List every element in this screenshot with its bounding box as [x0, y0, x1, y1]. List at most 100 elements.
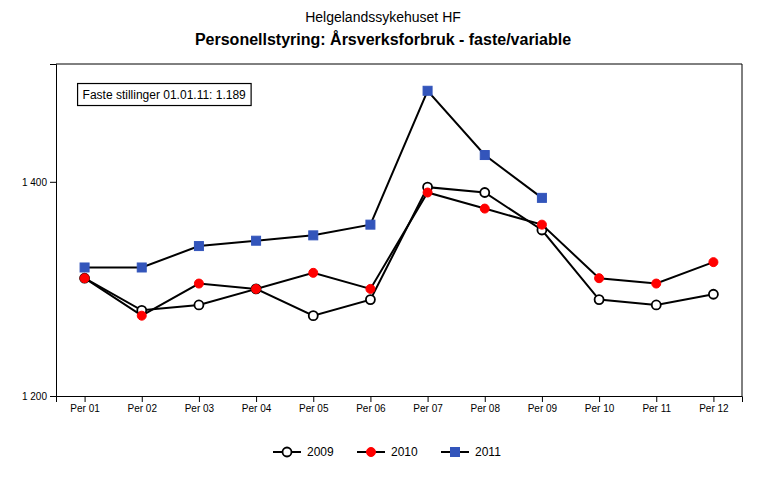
x-tick: Per 09 — [528, 396, 558, 414]
point — [366, 284, 375, 293]
x-tick-label: Per 06 — [356, 403, 386, 414]
annotation: Faste stillinger 01.01.11: 1.189 — [83, 88, 247, 102]
x-tick-mark — [313, 396, 314, 402]
point — [309, 231, 318, 240]
x-tick: Per 06 — [356, 396, 386, 414]
point — [194, 279, 203, 288]
x-tick: Per 10 — [585, 396, 615, 414]
point — [366, 295, 375, 304]
frame-right — [742, 64, 743, 396]
point — [423, 188, 432, 197]
x-tick: Per 05 — [299, 396, 329, 414]
point — [309, 311, 318, 320]
x-tick: Per 12 — [699, 396, 729, 414]
point — [137, 311, 146, 320]
x-tick-label: Per 10 — [585, 403, 615, 414]
y-tick-label: 1 400 — [22, 177, 47, 188]
point — [194, 300, 203, 309]
x-tick-mark — [656, 396, 657, 402]
series-line — [85, 91, 542, 268]
x-tick-mark — [485, 396, 486, 402]
point — [480, 188, 489, 197]
x-tick-label: Per 08 — [471, 403, 501, 414]
series-markers — [80, 86, 546, 272]
x-tick-label: Per 09 — [528, 403, 558, 414]
x-tick-label: Per 11 — [642, 403, 671, 414]
chart: Helgelandssykehuset HF Personellstyring: … — [0, 0, 766, 480]
point — [652, 300, 661, 309]
frame-top — [56, 64, 742, 65]
y-axis-line — [50, 65, 57, 397]
x-tick-label: Per 02 — [128, 403, 158, 414]
x-tick-label: Per 03 — [185, 403, 215, 414]
x-tick: Per 08 — [471, 396, 501, 414]
x-tick: Per 11 — [642, 396, 671, 414]
point — [480, 204, 489, 213]
subtitle: Personellstyring: Årsverksforbruk - fast… — [195, 30, 571, 48]
x-tick-label: Per 01 — [70, 403, 100, 414]
point — [252, 284, 261, 293]
point — [595, 295, 604, 304]
x-tick-mark — [542, 396, 543, 402]
point — [80, 274, 89, 283]
x-tick-mark — [599, 396, 600, 402]
point — [537, 193, 546, 202]
x-axis-line — [57, 397, 743, 403]
point — [480, 151, 489, 160]
y-axis: 1 200 1 400 — [22, 65, 57, 402]
x-tick-mark — [142, 396, 143, 402]
legend-label: 2009 — [307, 445, 334, 459]
y-tick-mark — [50, 182, 56, 183]
point — [252, 236, 261, 245]
point — [80, 274, 89, 283]
x-tick-mark — [256, 396, 257, 402]
x-axis: Per 01 Per 02 Per 03 Per 04 Per 05 Per 06 Per … — [57, 396, 743, 414]
x-tick-label: Per 12 — [699, 403, 729, 414]
x-tick: Per 02 — [128, 396, 158, 414]
x-tick: Per 04 — [242, 396, 272, 414]
y-tick: 1 400 — [22, 177, 56, 188]
x-tick-label: Per 04 — [242, 403, 272, 414]
y-tick-mark — [50, 396, 56, 397]
series-markers — [80, 183, 718, 321]
point — [80, 263, 89, 272]
legend-label: 2010 — [391, 445, 418, 459]
series-line — [85, 187, 714, 316]
x-tick: Per 01 — [70, 396, 100, 414]
x-tick: Per 07 — [413, 396, 443, 414]
point — [595, 274, 604, 283]
point — [709, 290, 718, 299]
x-tick-mark — [428, 396, 429, 402]
x-tick-mark — [370, 396, 371, 402]
point — [537, 220, 546, 229]
x-tick-mark — [713, 396, 714, 402]
point — [252, 284, 261, 293]
plot: Per 01 Per 02 Per 03 Per 04 Per 05 Per 06 Per … — [22, 64, 743, 414]
legend-marker — [451, 448, 460, 457]
x-tick-label: Per 05 — [299, 403, 329, 414]
x-tick-mark — [199, 396, 200, 402]
legend-item: 2009 — [273, 445, 334, 459]
legend: 2009 2010 2011 — [273, 445, 501, 459]
y-tick-label: 1 200 — [22, 391, 47, 402]
point — [309, 268, 318, 277]
legend-item: 2010 — [357, 445, 418, 459]
legend-marker — [283, 448, 292, 457]
y-tick: 1 200 — [22, 391, 56, 402]
point — [137, 263, 146, 272]
point — [423, 86, 432, 95]
legend-item: 2011 — [441, 445, 501, 459]
marks — [80, 86, 718, 320]
annotation-frame — [78, 84, 252, 106]
x-tick: Per 03 — [185, 396, 215, 414]
point — [652, 279, 661, 288]
legend-label: 2011 — [475, 445, 501, 459]
annotation-box: Faste stillinger 01.01.11: 1.189 — [78, 84, 252, 106]
x-tick-label: Per 07 — [413, 403, 443, 414]
x-tick-mark — [85, 396, 86, 402]
point — [194, 242, 203, 251]
point — [709, 258, 718, 267]
legend-marker — [367, 448, 376, 457]
point — [366, 220, 375, 229]
title: Helgelandssykehuset HF — [305, 9, 461, 25]
